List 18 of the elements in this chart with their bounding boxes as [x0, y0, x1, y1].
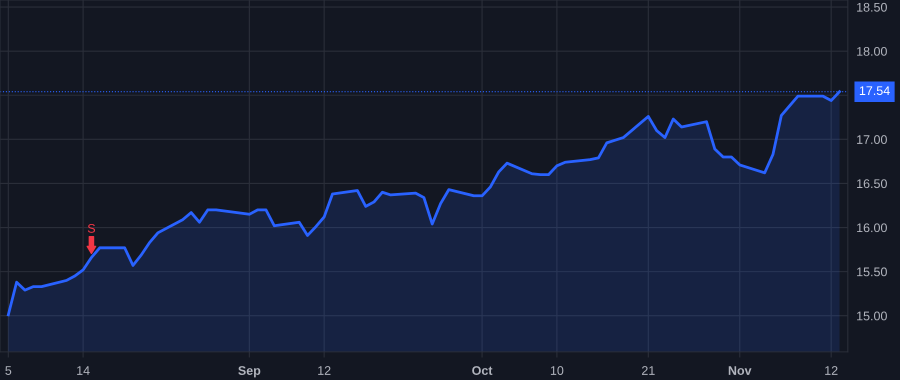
ref-line-label: 17.54: [860, 86, 890, 96]
x-tick-label: Nov: [728, 366, 752, 375]
x-tick-label: 10: [550, 366, 564, 375]
x-tick-label: 21: [642, 366, 655, 375]
y-tick-label: 18.00: [857, 46, 887, 56]
y-tick-label: 16.00: [857, 223, 887, 232]
annotation: S: [88, 224, 96, 233]
x-tick-label: 14: [77, 366, 90, 375]
y-tick-label: 17.00: [857, 135, 887, 144]
y-tick-label: 15.00: [857, 312, 887, 320]
y-tick-label: 18.50: [857, 2, 887, 12]
x-tick-label: 12: [825, 366, 838, 375]
x-tick-label: 12: [318, 366, 330, 375]
x-tick-label: Sep: [238, 366, 260, 378]
y-tick-label: 16.50: [857, 179, 887, 188]
y-tick-label: 15.50: [857, 267, 887, 276]
x-tick-label: 5: [5, 366, 12, 375]
x-tick-label: Oct: [472, 366, 492, 375]
